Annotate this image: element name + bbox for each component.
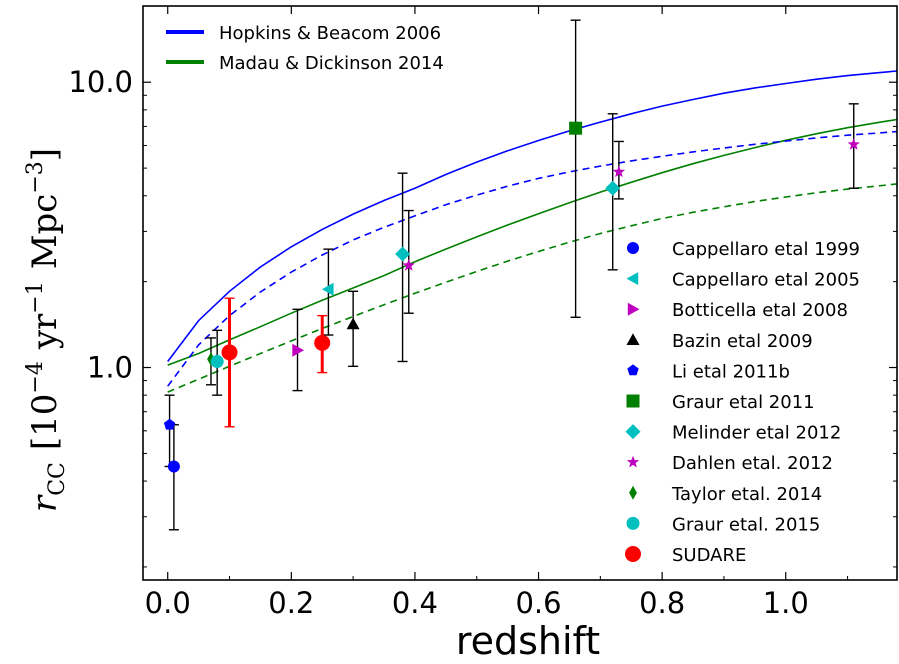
model-curves (167, 70, 897, 393)
point-sudare-2 (314, 334, 331, 351)
point-bazin-etal-2009-1 (346, 317, 360, 330)
legend-marker-cappellaro-etal-2005 (626, 272, 639, 286)
legend-marker-cappellaro-etal-1999 (627, 242, 639, 254)
point-graur-etal-2011-1 (569, 121, 583, 135)
x-tick-label: 0.8 (639, 586, 685, 620)
marker-legend: Cappellaro etal 1999 Cappellaro etal 2005… (625, 239, 860, 566)
point-cappellaro-etal-2005-1 (321, 282, 334, 296)
y-tick-label: 10.0 (68, 65, 133, 99)
legend-label-madau-dickinson-2014: Madau & Dickinson 2014 (219, 53, 444, 74)
curve-dashed-blue (167, 130, 897, 387)
point-melinder-etal-2012-2 (605, 180, 621, 196)
legend-label-bazin-etal-2009: Bazin etal 2009 (672, 331, 813, 352)
point-dahlen-etal-2012-1 (402, 258, 415, 271)
x-tick-label: 1.0 (763, 586, 809, 620)
y-axis-subscript: CC (45, 462, 70, 496)
legend-marker-botticella-etal-2008 (627, 302, 640, 316)
y-axis-unit-mpc: Mpc (25, 194, 65, 270)
legend-marker-bazin-etal-2009 (626, 333, 640, 345)
data-markers (163, 121, 860, 473)
x-axis-label: redshift (456, 619, 600, 663)
y-tick-label: 1.0 (87, 351, 133, 385)
legend-label-melinder-etal-2012: Melinder etal 2012 (672, 423, 841, 444)
point-li-etal-2011b-1 (163, 418, 176, 430)
axis-ticks: 0.0 0.2 0.4 0.6 0.8 1.0 1.0 10.0 (68, 6, 897, 620)
y-axis-exp-2: −1 (23, 281, 48, 313)
legend-marker-dahlen-etal-2012 (626, 455, 640, 468)
legend-marker-melinder-etal-2012 (625, 424, 641, 440)
point-cappellaro-etal-1999-1 (167, 460, 180, 473)
y-axis-bracket-open: [ (25, 437, 65, 450)
legend-label-li-etal-2011b: Li etal 2011b (672, 361, 790, 382)
legend-label-hopkins-beacom-2006: Hopkins & Beacom 2006 (219, 23, 441, 44)
point-graur-etal-2015-1 (210, 354, 224, 368)
legend-marker-sudare (625, 546, 641, 562)
point-dahlen-etal-2012-3 (847, 138, 860, 150)
legend-label-cappellaro-etal-2005: Cappellaro etal 2005 (672, 270, 860, 291)
x-tick-label: 0.4 (392, 586, 438, 620)
legend-marker-li-etal-2011b (627, 364, 639, 376)
curve-dashed-green (167, 183, 897, 393)
y-axis-exp-1: −4 (23, 361, 48, 393)
y-axis-symbol: r (25, 494, 65, 512)
legend-label-graur-etal-2011: Graur etal 2011 (672, 392, 815, 413)
legend-marker-graur-etal-2011 (626, 394, 640, 408)
legend-label-botticella-etal-2008: Botticella etal 2008 (672, 300, 848, 321)
legend-label-taylor-etal-2014: Taylor etal. 2014 (671, 484, 822, 505)
x-tick-label: 0.2 (268, 586, 314, 620)
legend-label-graur-etal-2015: Graur etal. 2015 (672, 514, 820, 535)
point-botticella-etal-2008-1 (292, 343, 304, 357)
y-axis-unit-yr: yr (25, 313, 65, 350)
point-sudare-1 (221, 344, 238, 361)
point-melinder-etal-2012-1 (395, 246, 411, 262)
legend-label-sudare: SUDARE (672, 545, 746, 566)
point-dahlen-etal-2012-2 (612, 165, 626, 178)
curve-hopkins-beacom-2006 (167, 70, 897, 362)
x-tick-label: 0.0 (145, 586, 191, 620)
legend-marker-taylor-etal-2014 (629, 485, 637, 500)
y-axis-base: 10 (25, 394, 65, 437)
y-axis-label: rCC [10−4 yr−1 Mpc−3] (23, 148, 70, 512)
x-tick-label: 0.6 (515, 586, 561, 620)
line-legend: Hopkins & Beacom 2006 Madau & Dickinson 2… (166, 23, 444, 74)
legend-label-dahlen-etal-2012: Dahlen etal. 2012 (672, 453, 833, 474)
legend-marker-graur-etal-2015 (626, 516, 640, 530)
legend-label-cappellaro-etal-1999: Cappellaro etal 1999 (672, 239, 860, 260)
y-axis-bracket-close: ] (25, 148, 65, 161)
y-axis-exp-3: −3 (23, 161, 48, 193)
plot-frame (142, 5, 898, 581)
